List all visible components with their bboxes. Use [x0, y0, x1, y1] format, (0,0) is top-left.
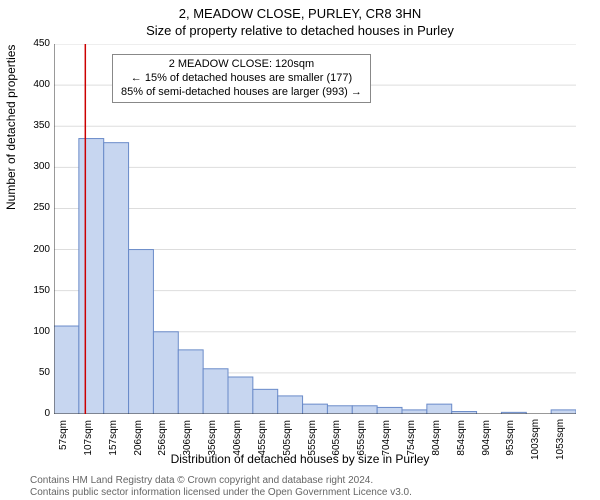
y-tick-label: 0	[22, 408, 50, 419]
x-tick-label: 704sqm	[381, 420, 392, 460]
y-tick-label: 300	[22, 161, 50, 172]
attribution-footer: Contains HM Land Registry data © Crown c…	[30, 475, 412, 498]
histogram-bar	[203, 369, 228, 414]
x-tick-label: 406sqm	[232, 420, 243, 460]
histogram-bar	[551, 410, 576, 414]
x-tick-label: 1053sqm	[555, 420, 566, 460]
histogram-bar	[352, 406, 377, 414]
x-tick-label: 356sqm	[207, 420, 218, 460]
x-tick-label: 555sqm	[307, 420, 318, 460]
histogram-bar	[303, 404, 328, 414]
x-tick-label: 1003sqm	[530, 420, 541, 460]
histogram-bar	[278, 396, 303, 414]
tooltip-line-3: 85% of semi-detached houses are larger (…	[121, 86, 362, 100]
x-tick-label: 854sqm	[456, 420, 467, 460]
y-tick-label: 100	[22, 326, 50, 337]
x-tick-label: 605sqm	[331, 420, 342, 460]
x-tick-label: 904sqm	[481, 420, 492, 460]
histogram-bar	[253, 389, 278, 414]
histogram-bar	[79, 139, 104, 414]
chart-title-desc: Size of property relative to detached ho…	[0, 21, 600, 38]
y-tick-label: 400	[22, 79, 50, 90]
histogram-bar	[153, 332, 178, 414]
histogram-bar	[327, 406, 352, 414]
x-tick-label: 505sqm	[282, 420, 293, 460]
histogram-bar	[228, 377, 253, 414]
y-tick-label: 250	[22, 202, 50, 213]
x-tick-label: 953sqm	[505, 420, 516, 460]
histogram-bar	[178, 350, 203, 414]
histogram-bar	[402, 410, 427, 414]
histogram-bar	[104, 143, 129, 414]
x-tick-label: 256sqm	[157, 420, 168, 460]
histogram-bar	[427, 404, 452, 414]
chart-title-address: 2, MEADOW CLOSE, PURLEY, CR8 3HN	[0, 0, 600, 21]
x-tick-label: 804sqm	[431, 420, 442, 460]
property-marker-tooltip: 2 MEADOW CLOSE: 120sqm ← 15% of detached…	[112, 54, 371, 103]
x-tick-label: 306sqm	[182, 420, 193, 460]
x-tick-label: 107sqm	[83, 420, 94, 460]
y-tick-label: 450	[22, 38, 50, 49]
x-tick-label: 157sqm	[108, 420, 119, 460]
histogram-bar	[129, 250, 154, 414]
y-tick-label: 200	[22, 244, 50, 255]
x-tick-label: 206sqm	[133, 420, 144, 460]
histogram-bar	[54, 326, 79, 414]
y-tick-label: 150	[22, 285, 50, 296]
y-tick-label: 50	[22, 367, 50, 378]
footer-line-2: Contains public sector information licen…	[30, 487, 412, 499]
x-tick-label: 455sqm	[257, 420, 268, 460]
tooltip-line-1: 2 MEADOW CLOSE: 120sqm	[121, 58, 362, 72]
x-tick-label: 655sqm	[356, 420, 367, 460]
y-tick-label: 350	[22, 120, 50, 131]
x-tick-label: 754sqm	[406, 420, 417, 460]
tooltip-line-2: ← 15% of detached houses are smaller (17…	[121, 72, 362, 86]
footer-line-1: Contains HM Land Registry data © Crown c…	[30, 475, 412, 487]
y-axis-label: Number of detached properties	[4, 45, 18, 210]
x-tick-label: 57sqm	[58, 420, 69, 460]
histogram-bar	[377, 407, 402, 414]
